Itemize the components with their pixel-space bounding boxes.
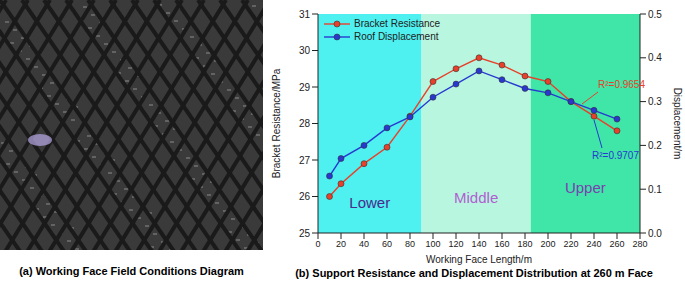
svg-text:260: 260 — [609, 239, 624, 249]
svg-text:25: 25 — [299, 228, 311, 239]
svg-text:Working Face Length/m: Working Face Length/m — [426, 254, 532, 265]
html-text:(b) Support Resistance and Dis: (b) Support Resistance and Displacement … — [295, 267, 653, 279]
svg-text:Displacement/m: Displacement/m — [672, 88, 683, 160]
svg-text:80: 80 — [405, 239, 415, 249]
svg-text:0.3: 0.3 — [648, 96, 662, 107]
svg-text:0.0: 0.0 — [648, 228, 662, 239]
svg-text:200: 200 — [540, 239, 555, 249]
svg-text:Upper: Upper — [565, 179, 606, 196]
svg-text:0.5: 0.5 — [648, 9, 662, 20]
svg-text:Bracket Resistance/MPa: Bracket Resistance/MPa — [271, 68, 282, 178]
svg-text:29: 29 — [299, 82, 311, 93]
svg-text:100: 100 — [425, 239, 440, 249]
svg-text:220: 220 — [563, 239, 578, 249]
svg-text:180: 180 — [517, 239, 532, 249]
svg-text:30: 30 — [299, 45, 311, 56]
svg-text:28: 28 — [299, 118, 311, 129]
svg-text:31: 31 — [299, 9, 311, 20]
svg-text:140: 140 — [471, 239, 486, 249]
svg-text:0: 0 — [315, 239, 320, 249]
svg-text:0.4: 0.4 — [648, 52, 662, 63]
svg-text:240: 240 — [586, 239, 601, 249]
svg-text:0.1: 0.1 — [648, 184, 662, 195]
svg-text:280: 280 — [632, 239, 647, 249]
svg-text:20: 20 — [336, 239, 346, 249]
svg-text:40: 40 — [359, 239, 369, 249]
html-text:(a) Working Face Field Conditi: (a) Working Face Field Conditions Diagra… — [19, 265, 244, 277]
svg-text:160: 160 — [494, 239, 509, 249]
svg-text:120: 120 — [448, 239, 463, 249]
svg-text:Middle: Middle — [454, 189, 498, 206]
html-text:Bracket Resistance: Bracket Resistance — [354, 18, 441, 29]
html-text:R²=0.9654: R²=0.9654 — [598, 79, 645, 90]
svg-text:0.2: 0.2 — [648, 140, 662, 151]
svg-text:Lower: Lower — [349, 194, 390, 211]
svg-text:26: 26 — [299, 191, 311, 202]
html-text:R²=0.9707: R²=0.9707 — [592, 150, 639, 161]
svg-text:27: 27 — [299, 155, 311, 166]
html-text:Roof Displacement: Roof Displacement — [354, 31, 439, 42]
svg-text:60: 60 — [382, 239, 392, 249]
